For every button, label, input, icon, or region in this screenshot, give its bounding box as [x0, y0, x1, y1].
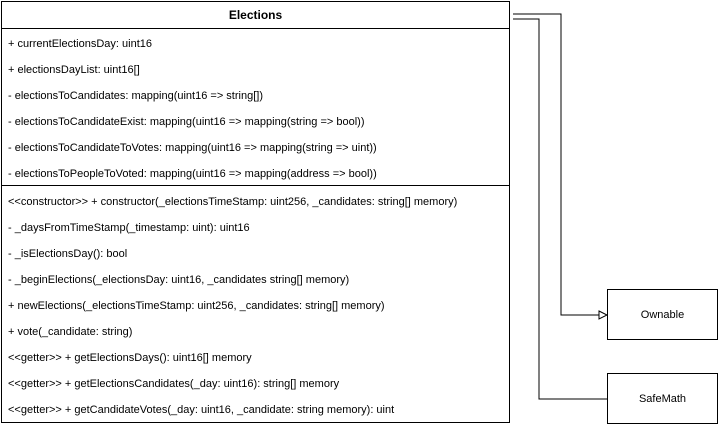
operation-row: <<getter>> + getCandidateVotes(_day: uin…	[8, 404, 395, 416]
attribute-row: - electionsToPeopleToVoted: mapping(uint…	[8, 168, 377, 180]
inheritance-arrowhead	[598, 310, 609, 320]
attribute-row: - electionsToCandidateExist: mapping(uin…	[8, 116, 365, 128]
attributes-section: + currentElectionsDay: uint16 + election…	[2, 29, 509, 186]
connector-elections-ownable	[513, 13, 599, 316]
operation-row: + vote(_candidate: string)	[8, 326, 133, 338]
operations-section: <<constructor>> + constructor(_elections…	[2, 186, 509, 423]
class-safemath-label: SafeMath	[638, 392, 687, 405]
class-ownable-label: Ownable	[640, 308, 685, 321]
connector-elections-safemath	[513, 18, 607, 400]
attribute-row: + electionsDayList: uint16[]	[8, 64, 140, 76]
class-safemath[interactable]: SafeMath	[607, 373, 718, 424]
operation-row: - _isElectionsDay(): bool	[8, 248, 128, 260]
operation-row: - _beginElections(_electionsDay: uint16,…	[8, 274, 350, 286]
operation-row: <<getter>> + getElectionsCandidates(_day…	[8, 378, 340, 390]
class-elections[interactable]: Elections + currentElectionsDay: uint16 …	[1, 1, 510, 423]
operation-row: + newElections(_electionsTimeStamp: uint…	[8, 300, 385, 312]
attribute-row: + currentElectionsDay: uint16	[8, 38, 152, 50]
operation-row: - _daysFromTimeStamp(_timestamp: uint): …	[8, 222, 250, 234]
class-name: Elections	[2, 2, 509, 29]
attribute-row: - electionsToCandidateToVotes: mapping(u…	[8, 142, 377, 154]
attribute-row: - electionsToCandidates: mapping(uint16 …	[8, 90, 263, 102]
operation-row: <<constructor>> + constructor(_elections…	[8, 196, 458, 208]
operation-row: <<getter>> + getElectionsDays(): uint16[…	[8, 352, 252, 364]
class-ownable[interactable]: Ownable	[607, 289, 718, 340]
